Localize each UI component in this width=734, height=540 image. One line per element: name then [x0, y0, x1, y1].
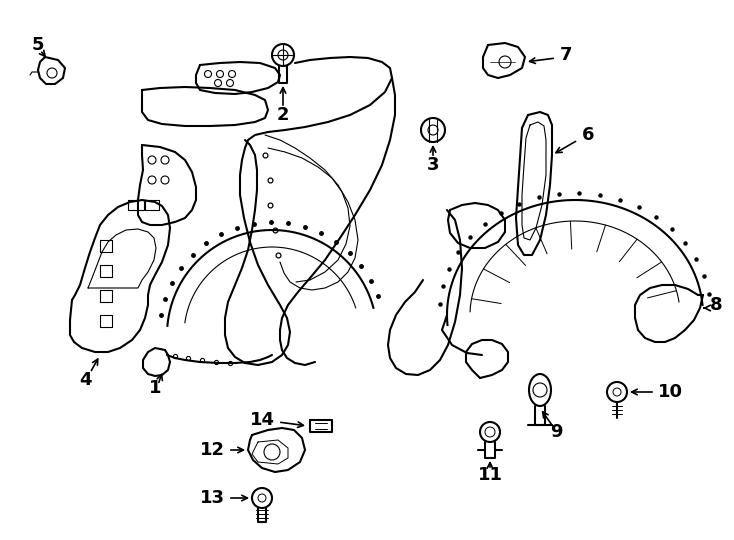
Text: 8: 8	[710, 296, 723, 314]
Text: 3: 3	[426, 156, 439, 174]
Text: 6: 6	[582, 126, 595, 144]
Text: 2: 2	[277, 106, 289, 124]
Text: 12: 12	[200, 441, 225, 459]
Text: 10: 10	[658, 383, 683, 401]
Text: 5: 5	[32, 36, 44, 54]
Text: 7: 7	[560, 46, 573, 64]
Text: 13: 13	[200, 489, 225, 507]
Text: 11: 11	[478, 466, 503, 484]
Text: 14: 14	[250, 411, 275, 429]
Text: 9: 9	[550, 423, 562, 441]
Text: 1: 1	[149, 379, 161, 397]
Text: 4: 4	[79, 371, 91, 389]
